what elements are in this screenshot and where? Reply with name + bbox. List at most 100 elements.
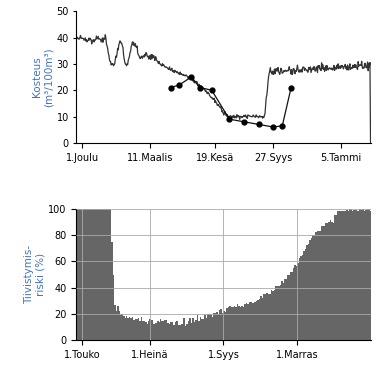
Bar [353,210,355,340]
Bar [79,209,80,340]
Bar [305,249,306,340]
Bar [203,319,204,340]
Bar [336,215,337,340]
Bar [339,211,340,340]
Bar [86,209,87,340]
Bar [367,209,368,340]
Bar [170,322,172,340]
Bar [81,209,83,340]
Bar [325,223,327,340]
Bar [108,209,110,340]
Bar [250,301,252,340]
Bar [329,222,330,340]
Bar [272,291,274,340]
Bar [96,209,98,340]
Bar [361,210,363,340]
Bar [133,320,135,340]
Bar [231,307,232,340]
Bar [283,283,284,340]
Bar [80,209,82,340]
Bar [352,211,354,340]
Bar [121,314,123,340]
Bar [193,318,194,340]
Bar [314,235,315,340]
Bar [288,275,290,340]
Bar [244,304,246,340]
Bar [312,235,314,340]
Bar [271,290,272,340]
Bar [83,209,84,340]
Bar [303,251,305,340]
Bar [302,255,303,340]
Bar [240,307,241,340]
Bar [132,318,133,340]
Bar [173,325,175,340]
Bar [161,321,163,340]
Bar [120,315,121,340]
Bar [238,306,240,340]
Bar [145,322,147,340]
Bar [178,325,179,340]
Bar [311,238,312,340]
Bar [183,318,185,340]
Bar [269,294,271,340]
Bar [182,324,184,340]
Bar [306,245,308,340]
Bar [102,209,104,340]
Bar [247,304,249,340]
Bar [309,240,311,340]
Bar [76,209,77,340]
Bar [321,226,322,340]
Bar [317,231,318,340]
Bar [299,258,300,340]
Bar [186,324,188,340]
Bar [315,232,317,340]
Bar [198,321,200,340]
Bar [113,275,114,340]
Bar [331,222,333,340]
Bar [118,312,120,340]
Bar [261,296,262,340]
Bar [227,307,228,340]
Bar [157,321,159,340]
Bar [285,279,287,340]
Bar [107,209,108,340]
Bar [370,211,371,340]
Bar [125,318,126,340]
Bar [91,209,92,340]
Bar [95,209,96,340]
Bar [111,242,113,340]
Bar [206,318,207,340]
Bar [327,223,329,340]
Bar [364,211,366,340]
Bar [164,320,166,340]
Bar [330,220,332,340]
Bar [322,226,324,340]
Bar [167,323,169,340]
Bar [291,272,293,340]
Bar [98,209,99,340]
Bar [200,317,201,340]
Bar [197,315,198,340]
Bar [228,307,230,340]
Bar [172,322,173,340]
Bar [232,307,234,340]
Bar [278,286,280,340]
Bar [215,313,216,340]
Bar [115,311,117,340]
Bar [254,302,256,340]
Bar [324,226,325,340]
Bar [280,285,281,340]
Bar [262,298,264,340]
Bar [287,275,288,340]
Bar [84,209,86,340]
Bar [300,256,302,340]
Bar [265,294,266,340]
Bar [296,266,298,340]
Bar [210,314,212,340]
Bar [194,322,196,340]
Bar [346,210,348,340]
Bar [189,318,191,340]
Bar [217,314,219,340]
Bar [349,209,351,340]
